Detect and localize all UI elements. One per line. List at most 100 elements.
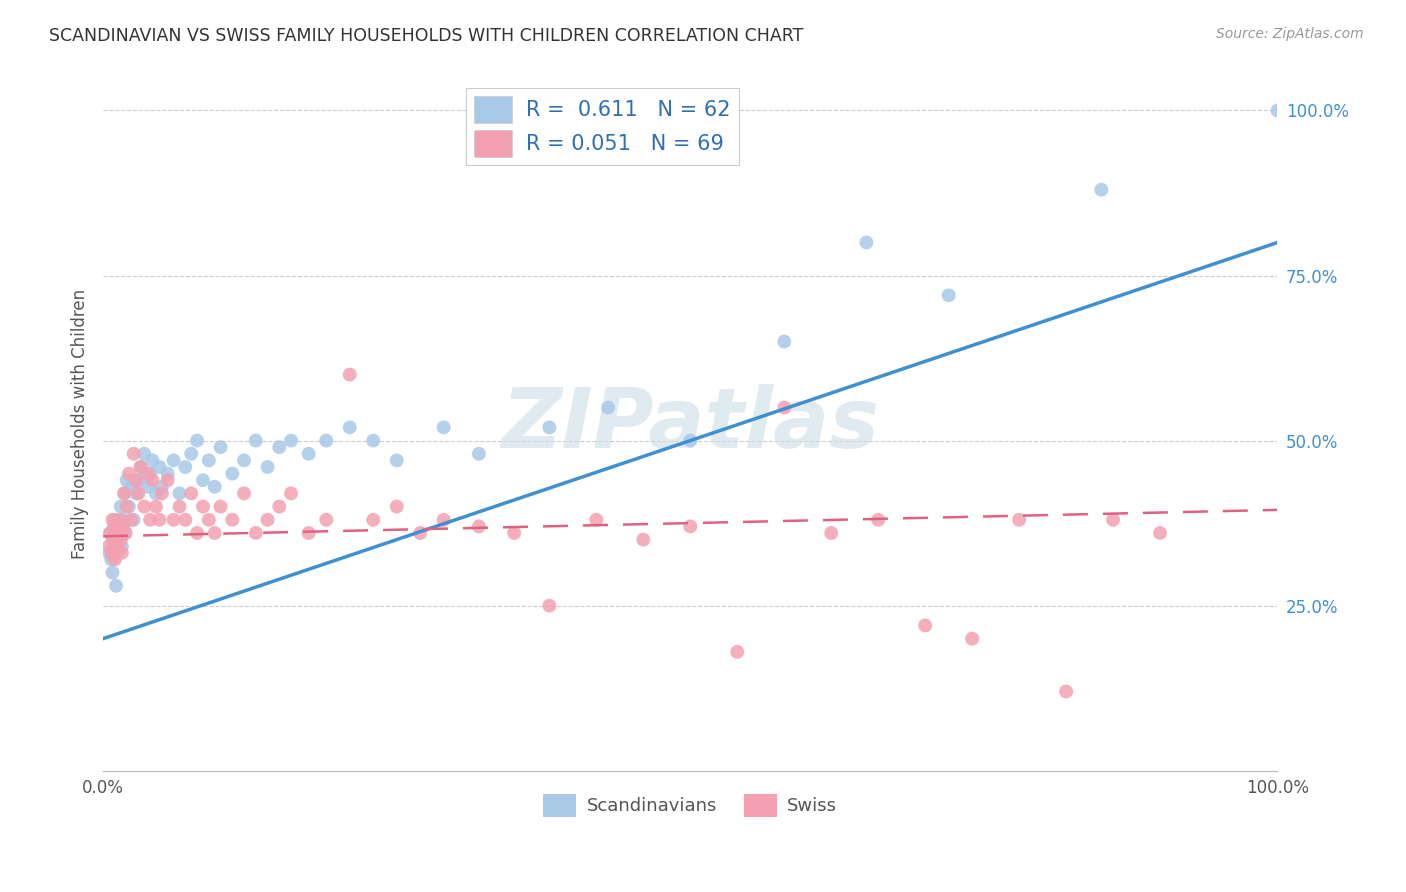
Point bbox=[1102, 513, 1125, 527]
Point bbox=[100, 552, 122, 566]
Point bbox=[538, 420, 561, 434]
Text: ZIPatlas: ZIPatlas bbox=[502, 384, 879, 465]
Point bbox=[162, 453, 184, 467]
Point bbox=[141, 453, 163, 467]
Point bbox=[129, 460, 152, 475]
Point bbox=[127, 486, 149, 500]
Point bbox=[245, 434, 267, 448]
Point bbox=[98, 546, 121, 560]
Point bbox=[256, 513, 278, 527]
Point bbox=[221, 467, 243, 481]
Point bbox=[139, 513, 162, 527]
Point bbox=[114, 526, 136, 541]
Text: Source: ZipAtlas.com: Source: ZipAtlas.com bbox=[1216, 27, 1364, 41]
Point bbox=[315, 434, 337, 448]
Point bbox=[105, 579, 128, 593]
Point bbox=[120, 480, 142, 494]
Point bbox=[150, 486, 173, 500]
Point bbox=[141, 473, 163, 487]
Point bbox=[191, 473, 214, 487]
Point bbox=[148, 513, 170, 527]
Point bbox=[468, 447, 491, 461]
Point bbox=[773, 401, 796, 415]
Point bbox=[103, 533, 125, 547]
Point bbox=[98, 526, 121, 541]
Point bbox=[120, 513, 142, 527]
Point bbox=[938, 288, 960, 302]
Point bbox=[820, 526, 842, 541]
Point bbox=[245, 526, 267, 541]
Y-axis label: Family Households with Children: Family Households with Children bbox=[72, 289, 89, 559]
Point bbox=[101, 533, 124, 547]
Point bbox=[115, 500, 138, 514]
Point bbox=[679, 434, 702, 448]
Point bbox=[104, 552, 127, 566]
Point bbox=[180, 486, 202, 500]
Point bbox=[385, 453, 408, 467]
Point bbox=[125, 486, 148, 500]
Point bbox=[298, 447, 321, 461]
Point bbox=[198, 513, 221, 527]
Point bbox=[209, 500, 232, 514]
Point bbox=[98, 526, 121, 541]
Point bbox=[186, 434, 208, 448]
Point bbox=[585, 513, 607, 527]
Point bbox=[538, 599, 561, 613]
Point bbox=[914, 618, 936, 632]
Point bbox=[118, 467, 141, 481]
Point bbox=[134, 500, 156, 514]
Point bbox=[145, 500, 167, 514]
Point bbox=[111, 546, 134, 560]
Point bbox=[115, 473, 138, 487]
Point bbox=[110, 500, 132, 514]
Point bbox=[773, 334, 796, 349]
Point bbox=[105, 519, 128, 533]
Point bbox=[868, 513, 890, 527]
Point bbox=[127, 473, 149, 487]
Point bbox=[162, 513, 184, 527]
Point bbox=[503, 526, 526, 541]
Point bbox=[598, 401, 620, 415]
Point bbox=[409, 526, 432, 541]
Point bbox=[174, 513, 197, 527]
Point bbox=[1054, 684, 1077, 698]
Point bbox=[174, 460, 197, 475]
Point bbox=[139, 467, 162, 481]
Point bbox=[105, 539, 128, 553]
Legend: Scandinavians, Swiss: Scandinavians, Swiss bbox=[536, 787, 845, 824]
Point bbox=[156, 467, 179, 481]
Point bbox=[315, 513, 337, 527]
Point bbox=[112, 513, 135, 527]
Point bbox=[107, 526, 129, 541]
Point bbox=[186, 526, 208, 541]
Point bbox=[150, 480, 173, 494]
Point bbox=[269, 440, 291, 454]
Point bbox=[108, 513, 131, 527]
Point bbox=[134, 447, 156, 461]
Point bbox=[385, 500, 408, 514]
Point bbox=[1008, 513, 1031, 527]
Point bbox=[198, 453, 221, 467]
Point bbox=[633, 533, 655, 547]
Point bbox=[1267, 103, 1289, 118]
Point bbox=[104, 526, 127, 541]
Point bbox=[960, 632, 983, 646]
Point bbox=[122, 513, 145, 527]
Point bbox=[169, 500, 191, 514]
Point bbox=[112, 486, 135, 500]
Point bbox=[180, 447, 202, 461]
Point bbox=[108, 533, 131, 547]
Point bbox=[1149, 526, 1171, 541]
Point bbox=[256, 460, 278, 475]
Point bbox=[114, 526, 136, 541]
Point bbox=[855, 235, 877, 250]
Point bbox=[156, 473, 179, 487]
Point bbox=[280, 434, 302, 448]
Point bbox=[118, 500, 141, 514]
Point bbox=[433, 420, 456, 434]
Point bbox=[136, 467, 159, 481]
Point bbox=[1090, 183, 1112, 197]
Point bbox=[112, 486, 135, 500]
Point bbox=[361, 513, 384, 527]
Point bbox=[433, 513, 456, 527]
